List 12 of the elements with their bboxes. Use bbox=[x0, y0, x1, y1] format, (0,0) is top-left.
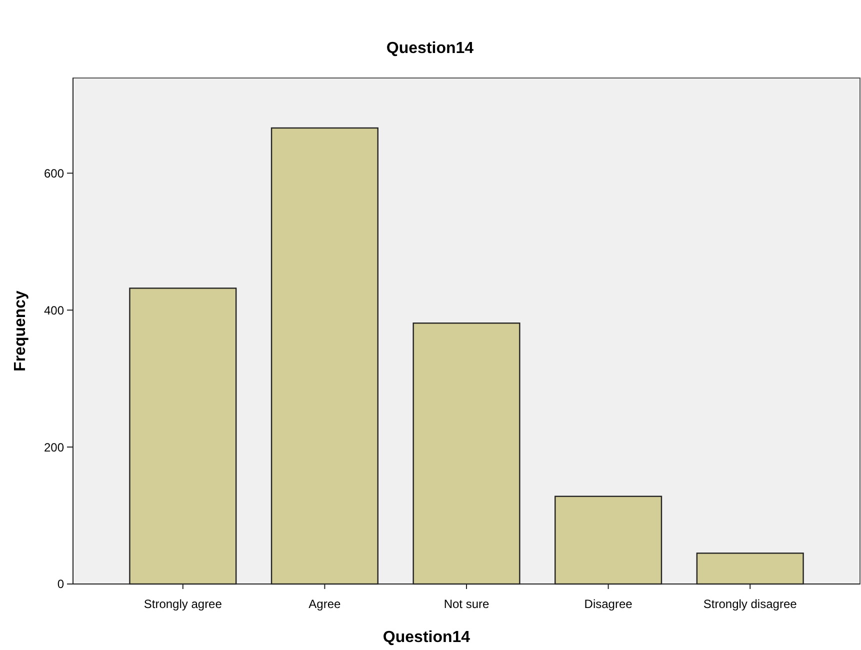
y-tick-label: 400 bbox=[44, 303, 64, 318]
y-axis-title: Frequency bbox=[12, 290, 29, 372]
y-tick-label: 0 bbox=[57, 577, 64, 592]
x-tick-label: Agree bbox=[308, 597, 342, 611]
x-tick-label: Not sure bbox=[444, 597, 490, 611]
chart-title: Question14 bbox=[386, 40, 474, 57]
x-tick-label: Disagree bbox=[584, 597, 633, 611]
x-axis-title: Question14 bbox=[382, 629, 470, 646]
y-tick-label: 200 bbox=[44, 440, 64, 454]
x-tick-label: Strongly disagree bbox=[703, 597, 798, 611]
y-tick-label: 600 bbox=[44, 166, 64, 180]
x-tick-label: Strongly agree bbox=[144, 597, 222, 611]
